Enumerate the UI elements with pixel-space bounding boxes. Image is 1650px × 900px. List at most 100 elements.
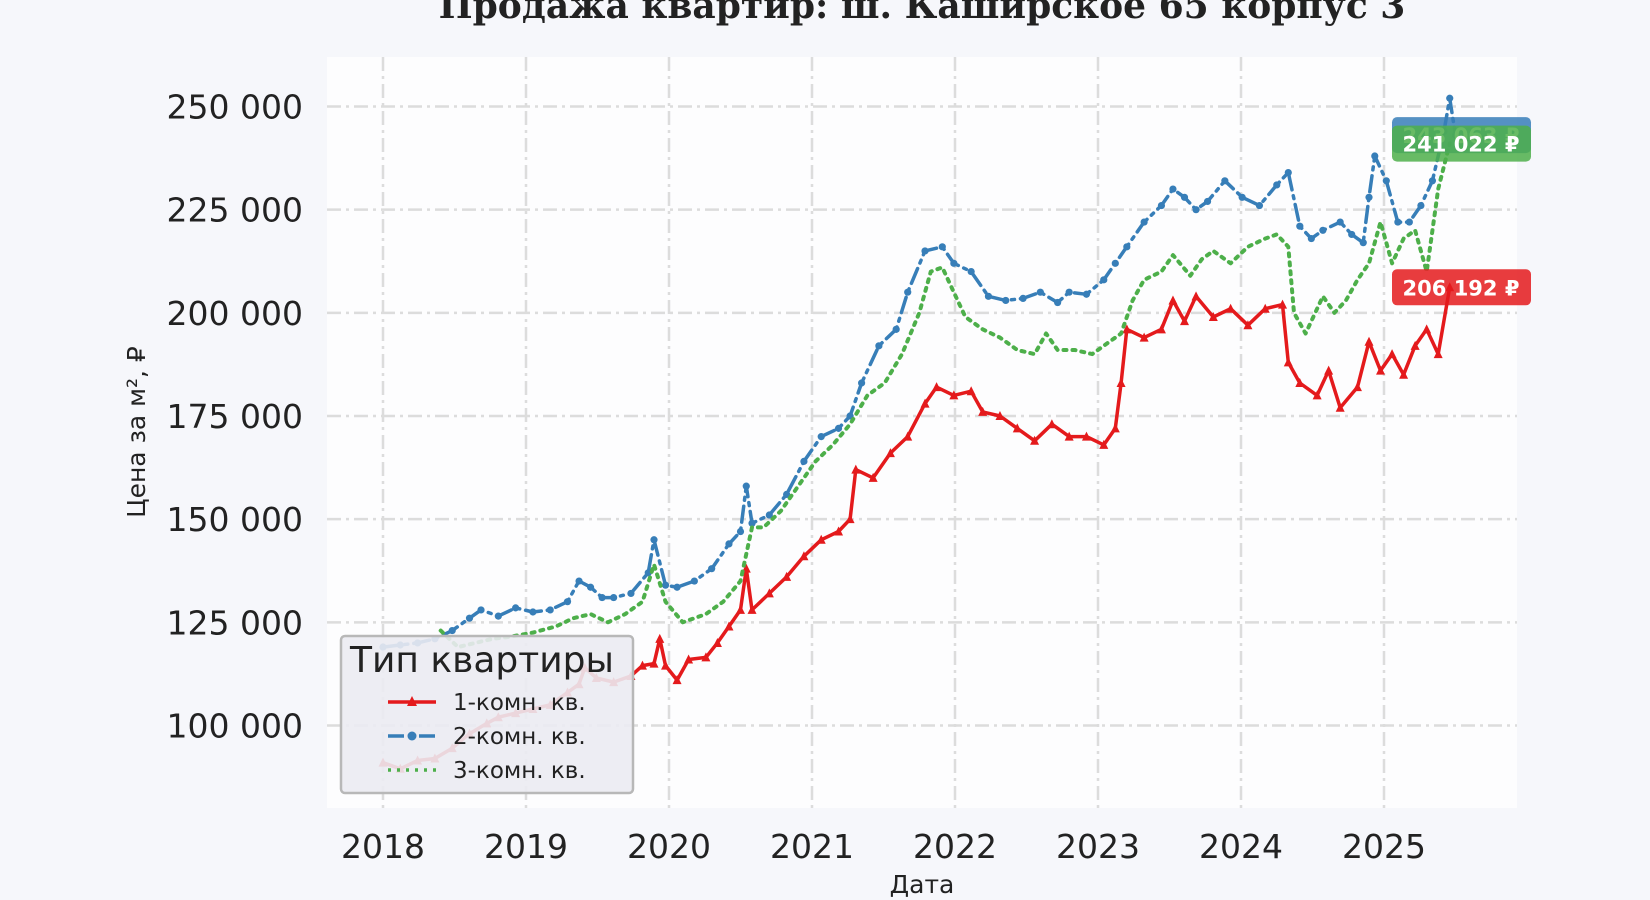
- data-point: [1307, 234, 1315, 243]
- y-tick-label: 200 000: [167, 294, 303, 333]
- data-point: [575, 577, 583, 585]
- legend-title: Тип квартиры: [349, 640, 614, 681]
- data-point: [1169, 185, 1177, 193]
- data-point: [995, 410, 1005, 420]
- data-point: [949, 390, 959, 400]
- data-point: [783, 490, 791, 498]
- data-point: [1284, 168, 1292, 177]
- data-point: [1100, 276, 1108, 284]
- x-tick-label: 2022: [913, 827, 997, 866]
- data-point: [1319, 226, 1327, 234]
- data-point: [1191, 291, 1201, 301]
- x-tick-label: 2024: [1199, 827, 1283, 866]
- data-point: [708, 565, 716, 573]
- data-point: [1312, 390, 1322, 400]
- data-point: [748, 519, 756, 527]
- data-point: [1365, 193, 1373, 201]
- data-point: [1226, 303, 1236, 313]
- legend-label: 1-комн. кв.: [453, 690, 586, 716]
- data-point: [1019, 294, 1027, 302]
- data-point: [765, 511, 773, 519]
- legend: Тип квартиры 1-комн. кв. 2-комн. кв. 3-комн…: [339, 634, 635, 795]
- x-tick-label: 2019: [484, 827, 568, 866]
- data-point: [1260, 303, 1270, 313]
- data-point: [747, 604, 757, 614]
- data-point: [1208, 311, 1218, 321]
- data-point: [1399, 369, 1409, 379]
- chart-title: Продажа квартир: ш. Каширское 65 корпус …: [439, 0, 1406, 27]
- data-point: [816, 534, 826, 544]
- y-axis-label: Цена за м², ₽: [122, 346, 151, 518]
- data-point: [938, 243, 946, 251]
- data-point: [764, 588, 774, 598]
- data-point: [1082, 290, 1091, 298]
- data-point: [1036, 288, 1044, 296]
- data-point: [1081, 431, 1091, 441]
- data-point: [598, 593, 606, 602]
- data-point: [845, 514, 855, 524]
- data-point: [978, 406, 988, 416]
- data-point: [690, 577, 698, 585]
- data-point: [465, 614, 474, 622]
- data-point: [1156, 324, 1166, 334]
- x-tick-label: 2023: [1056, 827, 1140, 866]
- y-tick-label: 150 000: [167, 500, 303, 539]
- data-point: [1116, 377, 1126, 387]
- x-tick-label: 2018: [341, 827, 425, 866]
- data-point: [1335, 402, 1345, 412]
- data-point: [1064, 431, 1074, 441]
- data-point: [892, 325, 900, 333]
- data-point: [1283, 357, 1293, 367]
- data-point: [1157, 201, 1166, 210]
- legend-marker: [407, 696, 417, 706]
- last-value-labels: 243 063 ₽241 022 ₽206 192 ₽: [1392, 117, 1531, 306]
- data-point: [851, 464, 861, 474]
- label-text: 206 192 ₽: [1403, 276, 1520, 300]
- data-point: [903, 431, 913, 441]
- data-point: [950, 259, 958, 267]
- data-point: [724, 621, 734, 631]
- data-point: [1296, 222, 1304, 230]
- data-point: [1192, 206, 1200, 214]
- data-point: [1336, 218, 1344, 226]
- data-point: [782, 571, 792, 581]
- data-point: [1405, 218, 1413, 226]
- data-point: [1387, 349, 1397, 359]
- data-point: [1394, 218, 1402, 226]
- legend-box: [339, 634, 635, 795]
- data-point: [799, 551, 809, 561]
- data-point: [1278, 299, 1288, 309]
- legend-label: 3-комн. кв.: [453, 758, 586, 784]
- data-point: [736, 604, 745, 614]
- data-point: [448, 626, 456, 635]
- data-point: [1238, 193, 1246, 201]
- data-point: [512, 604, 520, 612]
- last-value-label: 241 022 ₽: [1392, 125, 1531, 162]
- legend-marker: [407, 731, 417, 741]
- data-point: [529, 608, 537, 616]
- data-point: [637, 660, 647, 670]
- y-tick-label: 175 000: [167, 397, 303, 436]
- y-tick-label: 100 000: [167, 706, 303, 745]
- data-point: [1140, 218, 1148, 226]
- data-point: [966, 386, 976, 396]
- y-axis: 100 000 125 000 150 000 175 000 200 000 225 0…: [167, 88, 303, 746]
- data-point: [1255, 201, 1264, 210]
- data-point: [1324, 365, 1334, 375]
- data-point: [627, 589, 635, 598]
- data-point: [661, 581, 670, 589]
- data-point: [984, 292, 993, 300]
- data-point: [921, 247, 929, 255]
- data-point: [932, 382, 942, 392]
- data-point: [586, 583, 595, 591]
- data-point: [649, 658, 659, 668]
- data-point: [1376, 365, 1386, 375]
- data-point: [1352, 382, 1362, 392]
- data-point: [1203, 197, 1212, 206]
- data-point: [712, 637, 722, 647]
- data-point: [673, 583, 681, 591]
- data-point: [1422, 324, 1432, 334]
- data-point: [1371, 152, 1379, 160]
- data-point: [650, 536, 658, 544]
